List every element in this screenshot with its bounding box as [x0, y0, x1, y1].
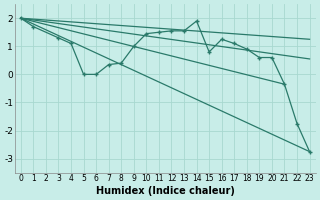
X-axis label: Humidex (Indice chaleur): Humidex (Indice chaleur) — [96, 186, 235, 196]
